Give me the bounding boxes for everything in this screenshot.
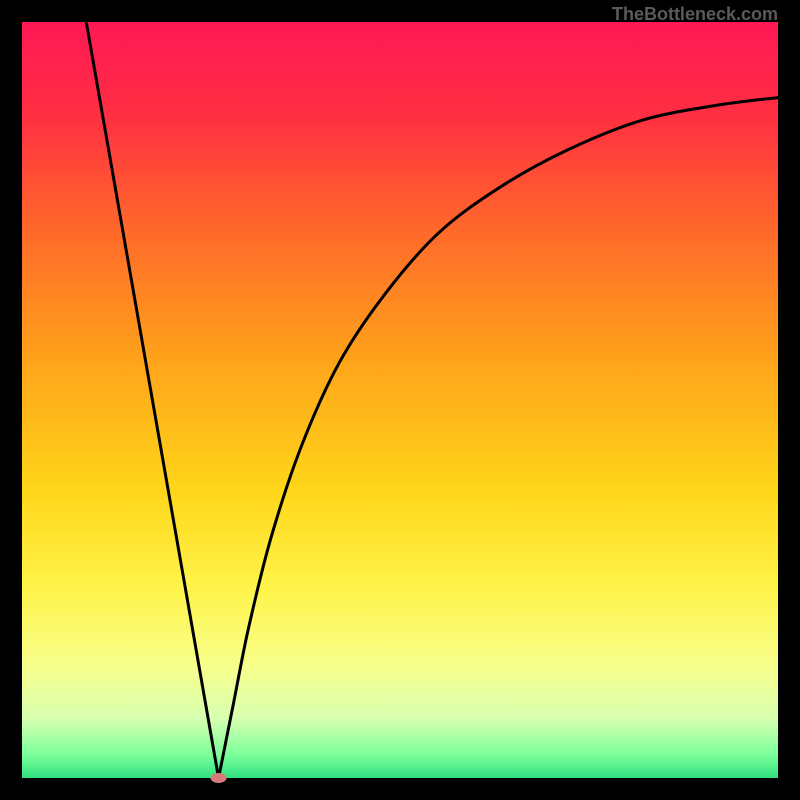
chart-container: TheBottleneck.com [0,0,800,800]
chart-plot-area [22,22,778,778]
watermark-text: TheBottleneck.com [612,4,778,25]
chart-svg [0,0,800,800]
minimum-marker [211,773,227,783]
